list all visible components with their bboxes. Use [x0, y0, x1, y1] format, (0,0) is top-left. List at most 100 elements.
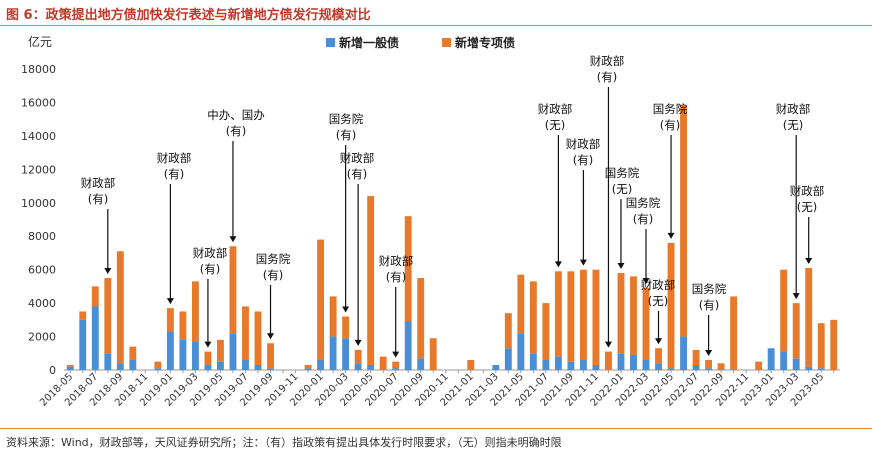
annotation-callout: 国务院 (有)	[626, 196, 661, 285]
bar-special	[154, 361, 162, 369]
bar-special	[605, 351, 612, 370]
annotation-arrowhead	[655, 338, 663, 345]
bar-general	[592, 364, 600, 370]
bar-special	[66, 364, 74, 367]
annotation-label: 国务院	[626, 196, 661, 210]
bar-general	[154, 368, 162, 370]
bar-special	[617, 273, 625, 354]
legend-label-special: 新增专项债	[455, 35, 515, 50]
annotation-callout: 国务院 (有)	[692, 282, 727, 356]
annotation-callout: 国务院 (有)	[653, 102, 688, 239]
bar-general	[242, 359, 249, 370]
annotation-label: 国务院	[653, 102, 688, 116]
bar-special	[542, 303, 550, 360]
bar-general	[229, 333, 237, 370]
bar-special	[116, 251, 124, 364]
bar-general	[166, 331, 174, 370]
annotation-callout: 财政部 (有)	[157, 151, 191, 305]
bar-general	[267, 368, 274, 370]
legend: 新增一般债 新增专项债	[326, 35, 515, 50]
bar-general	[792, 358, 800, 370]
bar-special	[104, 278, 112, 354]
bar-special	[267, 343, 274, 369]
bar-general	[780, 351, 788, 370]
y-tick-label: 4000	[28, 297, 56, 310]
y-tick-label: 2000	[28, 331, 56, 344]
bar-general	[630, 354, 637, 370]
bar-special	[191, 281, 199, 342]
bar-general	[805, 366, 813, 370]
bar-special	[504, 313, 512, 349]
bar-general	[642, 359, 650, 370]
top-rule	[0, 25, 872, 26]
bar-special	[692, 349, 700, 365]
annotation-callout: 财政部 (有)	[81, 176, 115, 275]
annotation-label: 国务院	[605, 166, 640, 180]
annotation-label: 财政部	[790, 184, 825, 198]
annotation-label: 财政部	[340, 151, 375, 165]
bar-special	[529, 281, 537, 354]
annotation-label: 国务院	[329, 112, 364, 126]
bar-special	[79, 311, 87, 320]
bar-general	[680, 336, 687, 370]
annotation-callout: 国务院 (无)	[605, 166, 640, 270]
annotation-label: (有)	[336, 128, 356, 142]
annotation-label: (有)	[88, 192, 108, 206]
bar-general	[705, 368, 713, 370]
bar-general	[104, 353, 112, 370]
annotation-callout: 财政部 (有)	[193, 246, 228, 348]
annotation-arrowhead	[392, 351, 400, 358]
bar-special	[579, 269, 587, 360]
annotation-arrowhead	[617, 263, 625, 270]
bar-special	[379, 356, 387, 370]
bar-special	[680, 105, 687, 337]
y-tick-label: 8000	[28, 230, 56, 243]
figure-title: 图 6：政策提出地方债加快发行表述与新增地方债发行规模对比	[6, 8, 371, 23]
annotation-callout: 财政部 (无)	[776, 102, 810, 300]
annotation-label: (有)	[347, 167, 367, 181]
annotation-label: 财政部	[193, 246, 228, 260]
bar-general	[667, 368, 675, 370]
bar-general	[504, 348, 512, 370]
bars	[66, 105, 838, 370]
bar-special	[179, 311, 187, 340]
bar-general	[204, 364, 212, 370]
annotation-callout: 国务院 (有)	[256, 252, 291, 340]
bar-special	[354, 349, 362, 364]
bar-general	[304, 368, 312, 370]
annotation-arrowhead	[642, 278, 650, 285]
legend-swatch-special	[442, 38, 451, 47]
y-tick-label: 18000	[21, 63, 56, 76]
bar-general	[579, 359, 587, 370]
bar-special	[304, 364, 312, 369]
bar-special	[655, 348, 662, 364]
annotation-label: (有)	[164, 167, 184, 181]
bar-general	[767, 348, 775, 370]
annotation-label: (有)	[263, 268, 283, 282]
annotation-callout: 财政部 (有)	[379, 254, 413, 358]
annotation-label: 财政部	[566, 137, 601, 151]
annotation-label: (无)	[797, 200, 817, 214]
bar-general	[191, 341, 199, 370]
bar-general	[404, 321, 412, 370]
bar-special	[166, 308, 174, 332]
legend-swatch-general	[326, 38, 335, 47]
annotation-label: 国务院	[692, 282, 727, 296]
annotation-label: 财政部	[590, 54, 625, 68]
bar-general	[317, 359, 325, 370]
bar-special	[705, 359, 713, 369]
bar-special	[342, 316, 350, 339]
y-tick-label: 12000	[21, 163, 56, 176]
bar-special	[329, 296, 337, 337]
annotation-arrowhead	[354, 339, 362, 346]
annotation-callout: 国务院 (有)	[329, 112, 364, 313]
bar-special	[417, 278, 425, 359]
annotation-arrowhead	[805, 257, 813, 264]
stacked-bar-chart: 亿元 新增一般债 新增专项债 0 2000 4000 6000 8000 10000 120…	[21, 34, 840, 409]
bar-special	[367, 196, 375, 365]
bar-general	[217, 361, 224, 370]
annotation-arrowhead	[667, 232, 675, 239]
bar-special	[467, 359, 475, 370]
bar-special	[254, 311, 262, 365]
bar-general	[179, 339, 187, 370]
